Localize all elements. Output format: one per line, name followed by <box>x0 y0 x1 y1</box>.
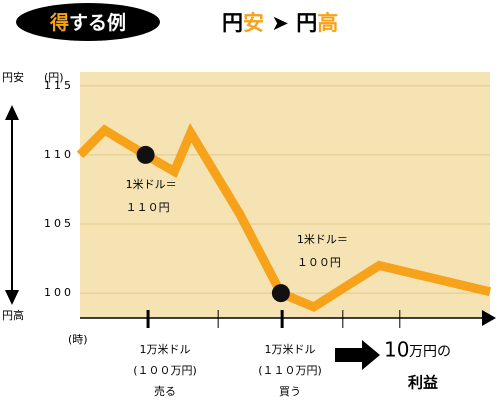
event-label: 1万米ドル <box>140 343 191 356</box>
event-label: (１１０万円) <box>258 364 322 377</box>
y-tick-label: 100 <box>44 286 74 299</box>
title-badge <box>16 3 160 41</box>
y-tick-label: 115 <box>44 79 74 92</box>
annotation: １１０円 <box>126 201 170 214</box>
y-top-label: 円安 <box>2 70 24 84</box>
annotation: 1米ドル＝ <box>126 178 177 191</box>
title-part: 安 <box>243 11 264 35</box>
title-part: ➤ <box>264 11 296 35</box>
event-label: 買う <box>279 385 301 398</box>
title-part: する例 <box>69 11 126 34</box>
y-tick-label: 105 <box>44 217 74 230</box>
annotation: １００円 <box>297 256 341 269</box>
result-label: 利益 <box>408 374 438 392</box>
x-axis-arrow <box>482 310 496 326</box>
data-line <box>76 122 492 313</box>
highlight-point <box>136 145 155 164</box>
highlight-point <box>271 284 290 303</box>
result-arrow <box>335 340 380 370</box>
title-part: 円 <box>222 11 243 35</box>
event-label: 1万米ドル <box>265 343 316 356</box>
title-part: 得 <box>49 11 69 34</box>
event-label: (１００万円) <box>133 364 197 377</box>
title-part: 高 <box>317 11 338 35</box>
title-part: 円 <box>296 11 317 35</box>
event-label: 売る <box>154 385 176 398</box>
y-bottom-label: 円高 <box>2 308 24 322</box>
chart-title: 円安 ➤ 円高 <box>222 11 338 35</box>
y-tick-label: 110 <box>44 148 74 161</box>
result-amount: 10 <box>384 338 409 362</box>
x-axis-label: (時) <box>68 333 88 346</box>
y-axis-label: (円) <box>44 71 64 84</box>
badge-text: 得する例 <box>49 11 126 34</box>
result-unit: 万円の <box>409 344 451 360</box>
annotation: 1米ドル＝ <box>297 233 348 246</box>
